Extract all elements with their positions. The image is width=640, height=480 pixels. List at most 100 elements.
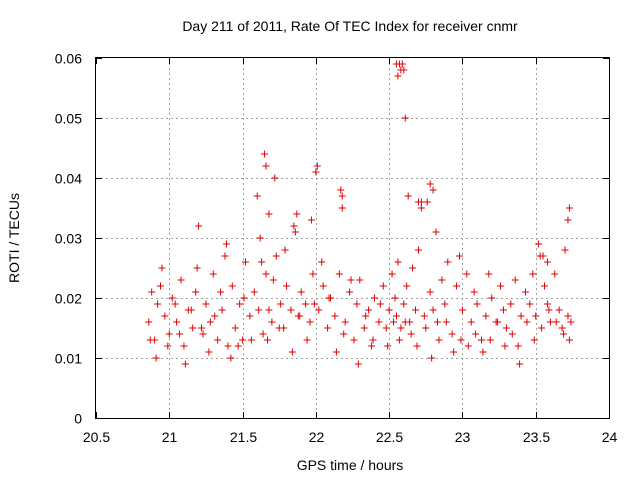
data-point [325, 294, 333, 302]
data-point [338, 192, 346, 200]
data-point [508, 330, 516, 338]
data-point [192, 288, 200, 296]
data-point [176, 330, 184, 338]
data-point [283, 282, 291, 290]
data-point [517, 312, 525, 320]
data-point [156, 282, 164, 290]
data-point [211, 312, 219, 320]
data-point [482, 312, 490, 320]
data-point [435, 336, 443, 344]
data-point [262, 162, 270, 170]
data-point [502, 324, 510, 332]
data-point [310, 300, 318, 308]
data-point [521, 288, 529, 296]
data-point [346, 288, 354, 296]
data-point [365, 306, 373, 314]
y-tick-label: 0.04 [55, 171, 82, 187]
data-point [145, 318, 153, 326]
data-point [335, 270, 343, 278]
data-point [535, 240, 543, 248]
data-point [193, 264, 201, 272]
data-point [148, 288, 156, 296]
data-point [202, 300, 210, 308]
data-point [426, 288, 434, 296]
data-point [401, 318, 409, 326]
data-point [288, 348, 296, 356]
data-point [382, 324, 390, 332]
data-point [404, 192, 412, 200]
data-point [228, 282, 236, 290]
y-tick-label: 0.01 [55, 351, 82, 367]
data-point [530, 336, 538, 344]
chart-title: Day 211 of 2011, Rate Of TEC Index for r… [182, 18, 518, 34]
data-point [347, 276, 355, 284]
data-point [340, 330, 348, 338]
data-point [561, 246, 569, 254]
y-tick-label: 0.06 [55, 51, 82, 67]
data-point [354, 360, 362, 368]
data-point [432, 228, 440, 236]
data-point [253, 192, 261, 200]
data-point [269, 276, 277, 284]
data-point [369, 336, 377, 344]
data-point [414, 198, 422, 206]
data-point [376, 300, 384, 308]
data-point [312, 168, 320, 176]
x-tick-label: 24 [602, 429, 618, 445]
data-point [538, 324, 546, 332]
data-point [409, 264, 417, 272]
data-point [434, 318, 442, 326]
data-point [385, 306, 393, 314]
data-point [291, 228, 299, 236]
x-tick-label: 21 [162, 429, 178, 445]
y-tick-label: 0 [74, 411, 82, 427]
data-point [239, 336, 247, 344]
data-point [403, 282, 411, 290]
data-point [302, 300, 310, 308]
data-point [265, 306, 273, 314]
data-point [199, 330, 207, 338]
data-point [181, 360, 189, 368]
data-point [297, 288, 305, 296]
grid-lines [96, 58, 609, 418]
data-point [497, 282, 505, 290]
data-point [356, 276, 364, 284]
data-point [558, 324, 566, 332]
data-point [479, 348, 487, 356]
data-point [379, 282, 387, 290]
data-point [564, 312, 572, 320]
data-point [560, 330, 568, 338]
data-point [158, 264, 166, 272]
data-point [180, 342, 188, 350]
data-point [177, 276, 185, 284]
x-tick-label: 23 [455, 429, 471, 445]
data-point [161, 312, 169, 320]
data-point [444, 258, 452, 266]
data-point [473, 300, 481, 308]
data-point [472, 330, 480, 338]
data-point [221, 252, 229, 260]
data-point [467, 318, 475, 326]
data-point [426, 180, 434, 188]
data-point [422, 324, 430, 332]
data-point [271, 174, 279, 182]
data-point [214, 336, 222, 344]
data-point [486, 336, 494, 344]
data-point [448, 330, 456, 338]
data-point [265, 210, 273, 218]
data-point [413, 342, 421, 350]
data-point [395, 336, 403, 344]
x-tick-label: 23.5 [523, 429, 550, 445]
data-point [324, 324, 332, 332]
data-point [341, 318, 349, 326]
data-point [332, 348, 340, 356]
data-points [145, 60, 575, 368]
data-point [306, 318, 314, 326]
x-tick-label: 20.5 [83, 429, 110, 445]
data-point [565, 336, 573, 344]
data-point [526, 300, 534, 308]
data-point [546, 318, 554, 326]
data-point [255, 306, 263, 314]
data-point [256, 234, 264, 242]
